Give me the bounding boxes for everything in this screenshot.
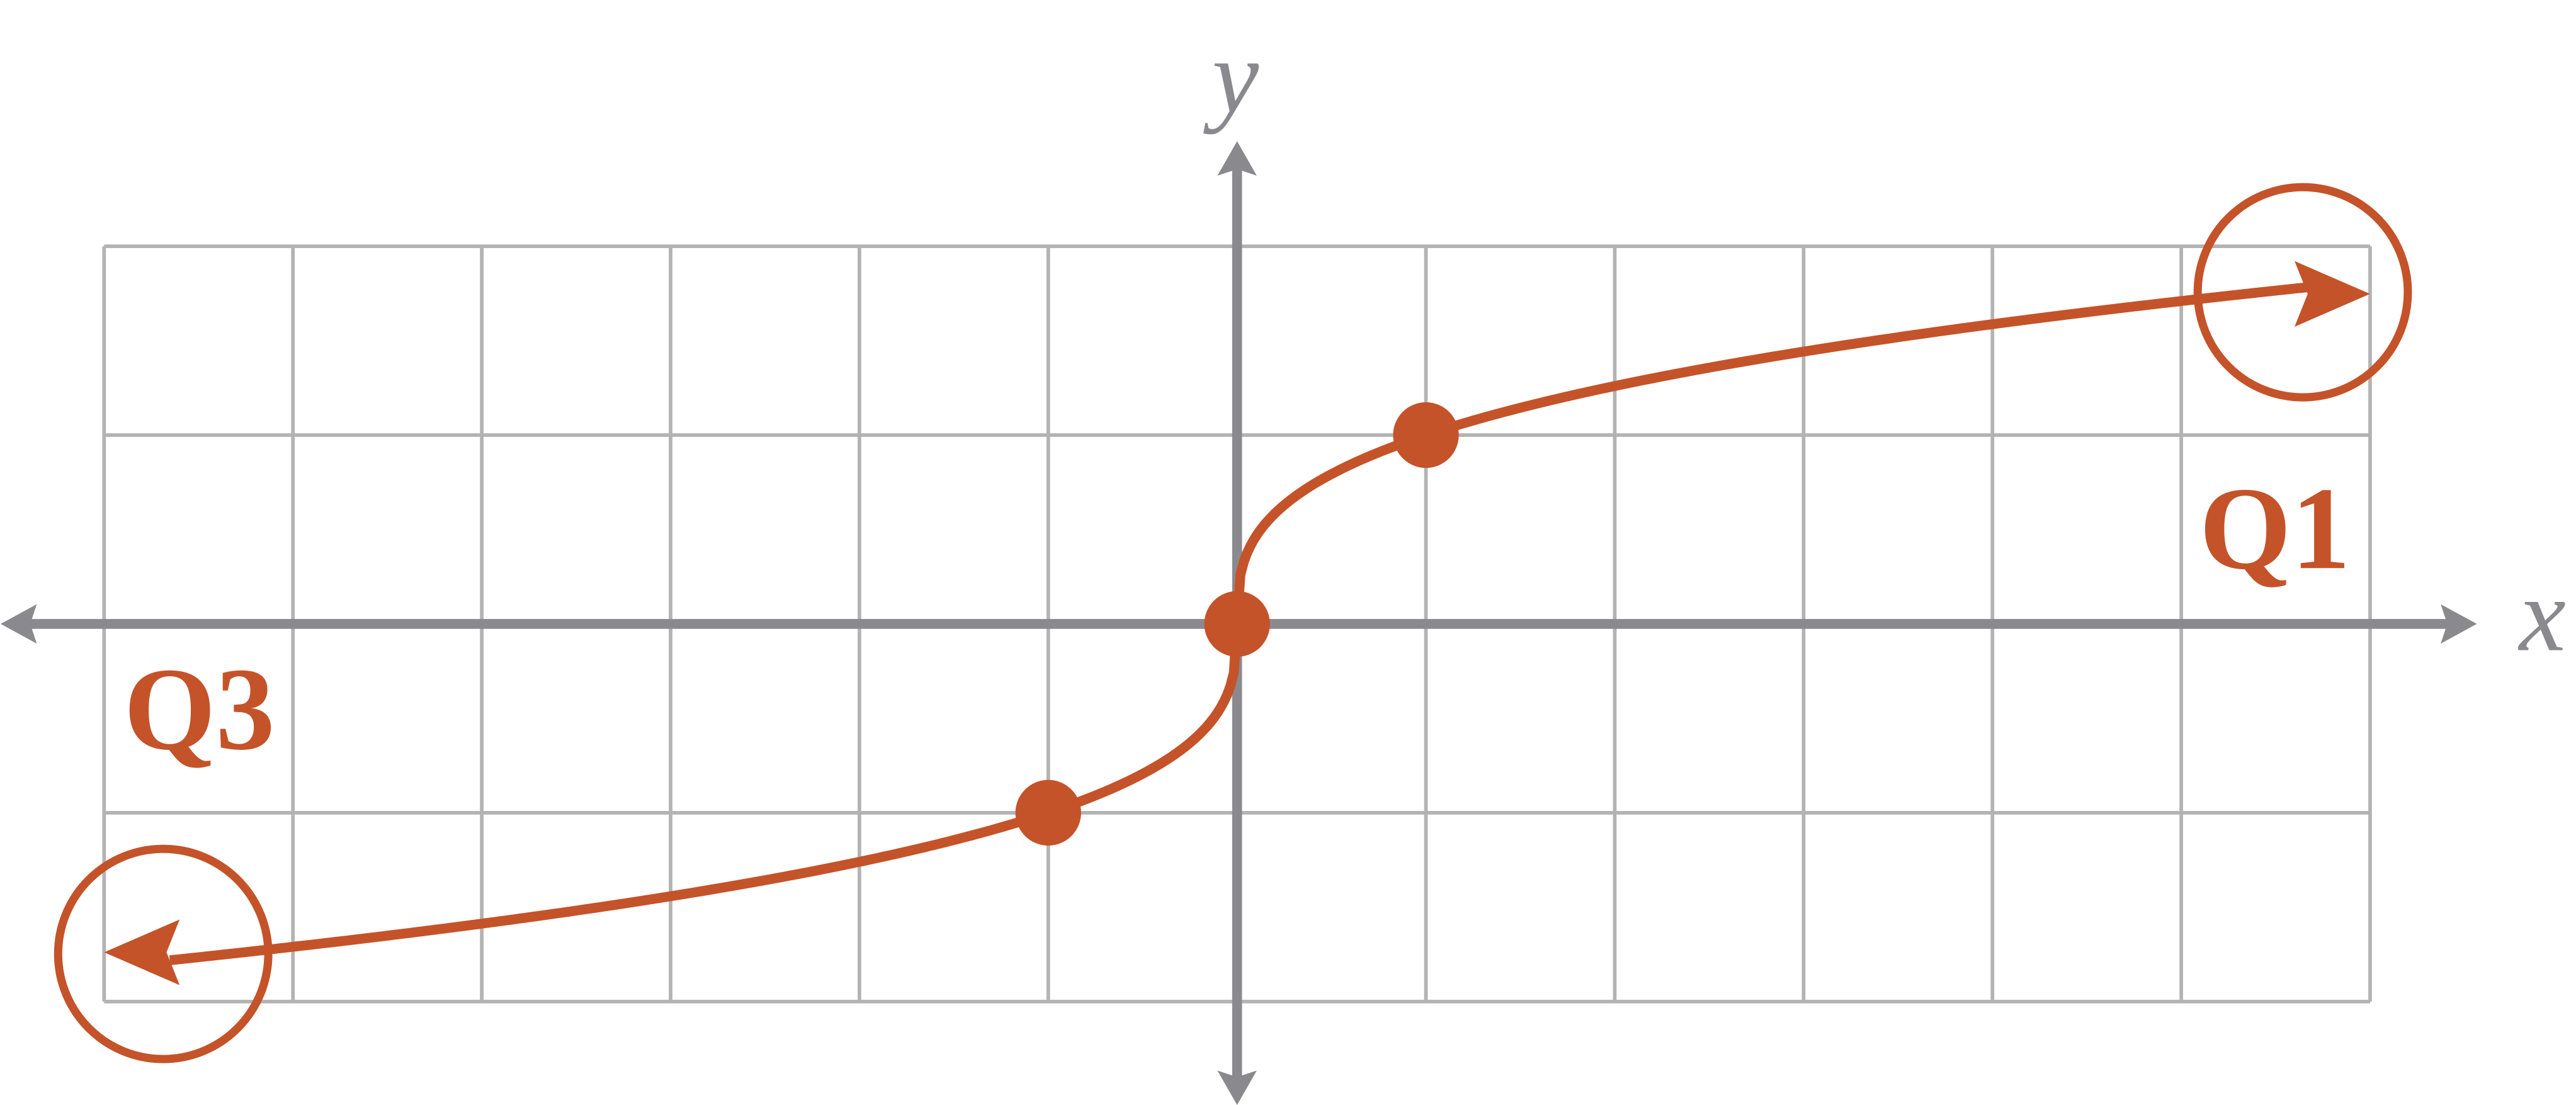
point	[1393, 402, 1459, 468]
y-axis-label: y	[1203, 18, 1259, 135]
x-axis-arrow-left	[1, 604, 37, 644]
y-axis-arrow-down	[1217, 1070, 1257, 1105]
x-axis-arrow-right	[2441, 604, 2477, 644]
curve-arrow-left	[104, 919, 180, 985]
end-behavior-circle	[2193, 183, 2412, 402]
point	[1204, 591, 1270, 657]
quadrant-label: Q3	[124, 643, 275, 774]
end-behavior-circle	[54, 844, 273, 1063]
y-axis-arrow-up	[1217, 141, 1257, 176]
point	[1015, 779, 1081, 846]
curve-features	[54, 183, 2412, 1063]
quadrant-label: Q1	[2199, 463, 2351, 594]
curve-arrow-right	[2295, 261, 2370, 327]
x-axis-label: x	[2517, 557, 2566, 674]
